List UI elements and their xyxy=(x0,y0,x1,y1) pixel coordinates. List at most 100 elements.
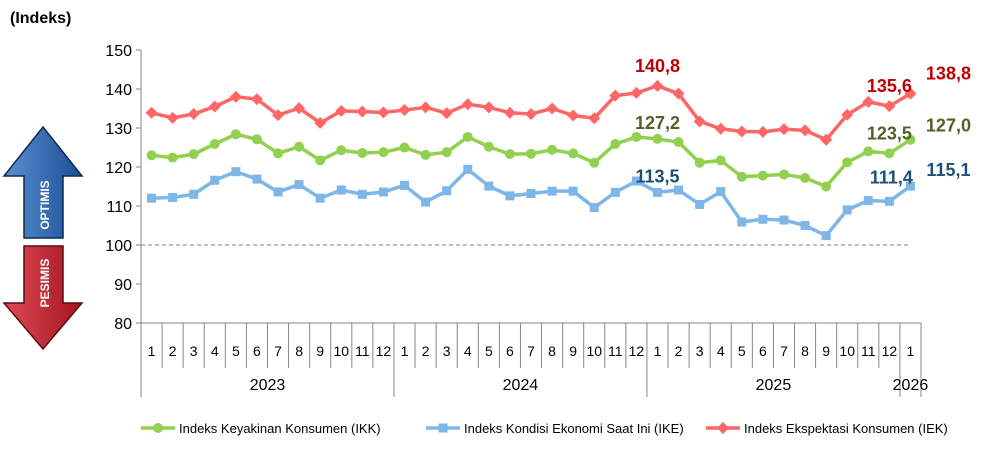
data-point xyxy=(482,101,495,114)
y-tick-label: 110 xyxy=(106,199,132,216)
pesimis-arrow: PESIMIS xyxy=(2,245,84,351)
y-tick-label: 150 xyxy=(105,43,132,60)
data-point xyxy=(695,199,705,209)
data-point xyxy=(231,167,241,177)
data-point xyxy=(737,217,747,227)
data-point xyxy=(547,186,557,196)
x-tick-label: 7 xyxy=(527,343,535,359)
data-point xyxy=(610,187,620,197)
data-point xyxy=(503,106,516,119)
data-point xyxy=(188,149,199,160)
data-point xyxy=(461,98,474,111)
data-point xyxy=(145,106,158,119)
data-point xyxy=(589,157,600,168)
data-point xyxy=(630,86,643,99)
data-point xyxy=(820,133,833,146)
data-point xyxy=(526,148,536,159)
year-label: 2025 xyxy=(756,377,792,394)
data-point xyxy=(187,107,200,120)
data-point xyxy=(693,115,706,128)
data-point xyxy=(250,93,263,106)
data-point xyxy=(167,152,178,163)
x-tick-label: 3 xyxy=(190,343,198,359)
data-point xyxy=(777,123,790,136)
data-point xyxy=(440,107,453,120)
year-label: 2023 xyxy=(250,377,286,394)
legend: Indeks Keyakinan Konsumen (IKK) Indeks Ko… xyxy=(141,421,948,436)
y-tick-label: 90 xyxy=(114,277,132,294)
optimis-arrow: OPTIMIS xyxy=(2,125,84,239)
x-tick-label: 2 xyxy=(169,343,177,359)
data-point xyxy=(568,148,579,159)
data-point xyxy=(378,147,389,158)
series-line xyxy=(151,132,912,189)
data-point xyxy=(758,214,768,224)
data-point xyxy=(315,193,325,203)
data-point xyxy=(357,189,367,199)
value-label: 127,2 xyxy=(635,113,680,133)
value-label: 127,0 xyxy=(926,116,971,136)
value-label: 113,5 xyxy=(635,166,679,186)
x-tick-label: 11 xyxy=(608,343,623,359)
data-point xyxy=(483,141,494,152)
year-label: 2026 xyxy=(893,377,929,394)
x-tick-label: 1 xyxy=(654,343,662,359)
x-tick-label: 12 xyxy=(882,343,898,359)
data-point xyxy=(842,205,852,215)
y-tick-label: 100 xyxy=(105,238,132,255)
data-point xyxy=(209,138,220,149)
data-point xyxy=(335,104,348,117)
optimis-label: OPTIMIS xyxy=(38,180,52,229)
data-point xyxy=(694,157,705,168)
x-tick-label: 7 xyxy=(274,343,282,359)
data-point xyxy=(526,189,536,199)
data-point xyxy=(504,149,515,160)
data-point xyxy=(862,95,875,108)
data-point xyxy=(400,180,410,190)
legend-swatch-marker xyxy=(717,422,729,434)
data-point xyxy=(778,169,789,180)
x-tick-label: 5 xyxy=(485,343,493,359)
data-point xyxy=(800,172,811,183)
data-point xyxy=(757,170,768,181)
series-2 xyxy=(145,79,917,146)
legend-item-2: Indeks Ekspektasi Konsumen (IEK) xyxy=(706,421,948,436)
x-tick-label: 4 xyxy=(211,343,219,359)
data-point xyxy=(441,147,452,158)
y-tick-label: 140 xyxy=(105,82,132,99)
data-point xyxy=(547,144,558,155)
pesimis-label: PESIMIS xyxy=(38,259,52,308)
y-tick-label: 80 xyxy=(114,316,132,333)
x-tick-label: 7 xyxy=(780,343,788,359)
data-point xyxy=(546,102,559,115)
data-point xyxy=(884,148,895,159)
x-tick-label: 3 xyxy=(443,343,451,359)
data-point xyxy=(398,104,411,117)
data-point xyxy=(421,197,431,207)
data-point xyxy=(208,100,221,113)
data-point xyxy=(357,147,368,158)
data-point xyxy=(588,112,601,125)
legend-label: Indeks Keyakinan Konsumen (IKK) xyxy=(179,421,381,436)
data-point xyxy=(166,111,179,124)
unit-label: (Indeks) xyxy=(10,10,71,27)
data-point xyxy=(779,215,789,225)
data-point xyxy=(905,181,915,191)
series-1 xyxy=(147,164,915,241)
data-point xyxy=(589,203,599,213)
y-tick-label: 120 xyxy=(105,160,132,177)
data-point xyxy=(672,87,685,100)
x-tick-label: 3 xyxy=(696,343,704,359)
data-point xyxy=(905,134,916,145)
optimis-arrow-shape xyxy=(2,125,84,239)
series-line xyxy=(151,167,912,238)
x-tick-label: 6 xyxy=(506,343,514,359)
data-point xyxy=(756,125,769,138)
data-point xyxy=(568,186,578,196)
data-point xyxy=(189,189,199,199)
legend-item-1: Indeks Kondisi Ekonomi Saat Ini (IKE) xyxy=(426,421,684,436)
x-tick-label: 2 xyxy=(675,343,683,359)
data-point xyxy=(674,185,684,195)
legend-label: Indeks Kondisi Ekonomi Saat Ini (IKE) xyxy=(464,421,684,436)
x-tick-label: 1 xyxy=(148,343,156,359)
